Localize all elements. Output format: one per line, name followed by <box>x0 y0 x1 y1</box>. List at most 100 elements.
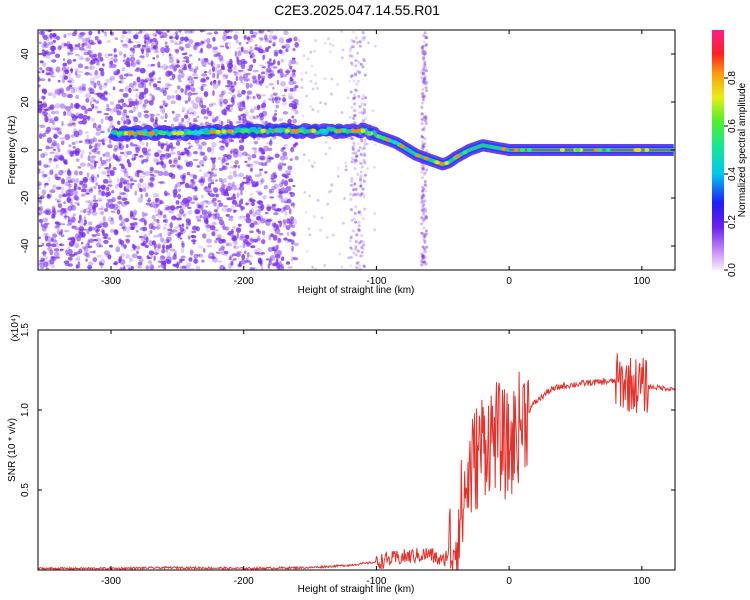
spectrogram-speckle <box>70 204 77 211</box>
spectrogram-speckle <box>302 153 306 157</box>
spectrogram-speckle <box>81 118 87 125</box>
spectrogram-speckle <box>227 242 233 247</box>
spectrogram-speckle <box>237 151 243 158</box>
spectrogram-speckle <box>424 189 428 193</box>
spectrogram-speckle <box>191 230 197 234</box>
spectrogram-speckle <box>109 76 116 81</box>
spectrogram-speckle <box>219 187 225 192</box>
spectrogram-speckle <box>171 110 175 114</box>
spectrogram-speckle <box>240 198 244 201</box>
spectrogram-speckle <box>271 222 276 228</box>
spectrogram-speckle <box>131 100 137 103</box>
spectrogram-speckle <box>136 245 141 250</box>
spectrogram-speckle <box>38 186 41 190</box>
spectrogram-speckle <box>79 180 84 185</box>
spectrogram-heatmap <box>38 30 675 270</box>
spectrogram-speckle <box>113 72 120 76</box>
spectrogram-speckle <box>225 74 229 79</box>
spectrogram-speckle <box>172 159 178 165</box>
spectrogram-speckle <box>147 256 153 260</box>
spectrogram-speckle <box>212 162 216 170</box>
spectrogram-x-tick-label: 0 <box>506 276 512 287</box>
spectrogram-speckle <box>129 182 133 190</box>
spectrogram-speckle <box>73 148 79 155</box>
spectrogram-speckle <box>56 198 62 205</box>
spectrogram-speckle <box>122 111 128 117</box>
spectrogram-speckle <box>175 181 182 188</box>
spectrogram-speckle <box>125 254 130 259</box>
spectrogram-speckle <box>225 214 230 217</box>
spectrogram-speckle <box>135 67 141 70</box>
spectrogram-speckle <box>237 115 242 118</box>
spectrogram-speckle <box>162 219 167 223</box>
spectrogram-speckle <box>57 92 61 96</box>
spectrogram-speckle <box>135 144 141 151</box>
spectrogram-speckle <box>169 243 173 249</box>
spectrogram-speckle <box>225 226 230 231</box>
spectrogram-speckle <box>53 236 57 241</box>
spectrogram-speckle <box>103 83 108 86</box>
spectrogram-blob <box>123 131 129 136</box>
spectrogram-speckle <box>201 194 204 199</box>
spectrogram-speckle <box>127 41 134 44</box>
spectrogram-speckle <box>198 160 205 166</box>
spectrogram-speckle <box>156 162 159 166</box>
spectrogram-speckle <box>421 72 425 76</box>
spectrogram-speckle <box>423 63 427 67</box>
spectrogram-speckle <box>93 161 97 168</box>
spectrogram-speckle <box>182 179 186 184</box>
spectrogram-speckle <box>363 161 367 165</box>
spectrogram-speckle <box>218 55 224 61</box>
spectrogram-speckle <box>202 64 207 67</box>
spectrogram-speckle <box>245 78 250 82</box>
spectrogram-speckle <box>361 97 365 101</box>
spectrogram-speckle <box>42 152 49 157</box>
spectrogram-speckle <box>187 146 191 149</box>
spectrogram-speckle <box>166 65 169 69</box>
spectrogram-speckle <box>229 30 234 33</box>
spectrogram-speckle <box>256 235 261 240</box>
spectrogram-speckle <box>122 59 127 63</box>
spectrogram-speckle <box>233 240 238 246</box>
spectrogram-speckle <box>357 149 361 153</box>
spectrogram-speckle <box>186 38 190 41</box>
spectrogram-speckle <box>179 227 185 233</box>
spectrogram-speckle <box>67 123 73 128</box>
spectrogram-speckle <box>206 224 212 228</box>
spectrogram-speckle <box>97 52 102 58</box>
spectrogram-speckle <box>281 45 286 49</box>
spectrogram-speckle <box>109 31 114 36</box>
spectrogram-speckle <box>170 146 177 149</box>
spectrogram-speckle <box>39 266 45 270</box>
spectrogram-speckle <box>421 193 425 197</box>
spectrogram-speckle <box>352 108 356 112</box>
spectrogram-speckle <box>249 209 253 215</box>
spectrogram-speckle <box>145 113 149 117</box>
spectrogram-speckle <box>246 36 251 41</box>
spectrogram-speckle <box>60 178 65 185</box>
spectrogram-speckle <box>140 193 143 199</box>
spectrogram-speckle <box>254 252 261 255</box>
spectrogram-speckle <box>421 167 425 171</box>
spectrogram-speckle <box>144 212 148 217</box>
spectrogram-speckle <box>113 262 118 265</box>
spectrogram-blob <box>161 131 167 136</box>
spectrogram-speckle <box>278 191 285 194</box>
spectrogram-speckle <box>87 265 93 270</box>
spectrogram-speckle <box>422 33 426 37</box>
spectrogram-speckle <box>420 201 424 205</box>
spectrogram-speckle <box>193 44 198 51</box>
spectrogram-speckle <box>356 79 360 83</box>
spectrogram-speckle <box>205 76 210 80</box>
spectrogram-speckle <box>354 253 358 257</box>
spectrogram-speckle <box>73 194 79 201</box>
spectrogram-speckle <box>325 235 329 239</box>
spectrogram-speckle <box>331 44 335 47</box>
spectrogram-speckle <box>213 187 219 193</box>
spectrogram-speckle <box>421 94 425 98</box>
spectrogram-speckle <box>91 173 95 180</box>
spectrogram-speckle <box>250 167 253 172</box>
spectrogram-speckle <box>127 175 131 179</box>
spectrogram-speckle <box>201 60 207 67</box>
spectrogram-speckle <box>101 138 105 145</box>
